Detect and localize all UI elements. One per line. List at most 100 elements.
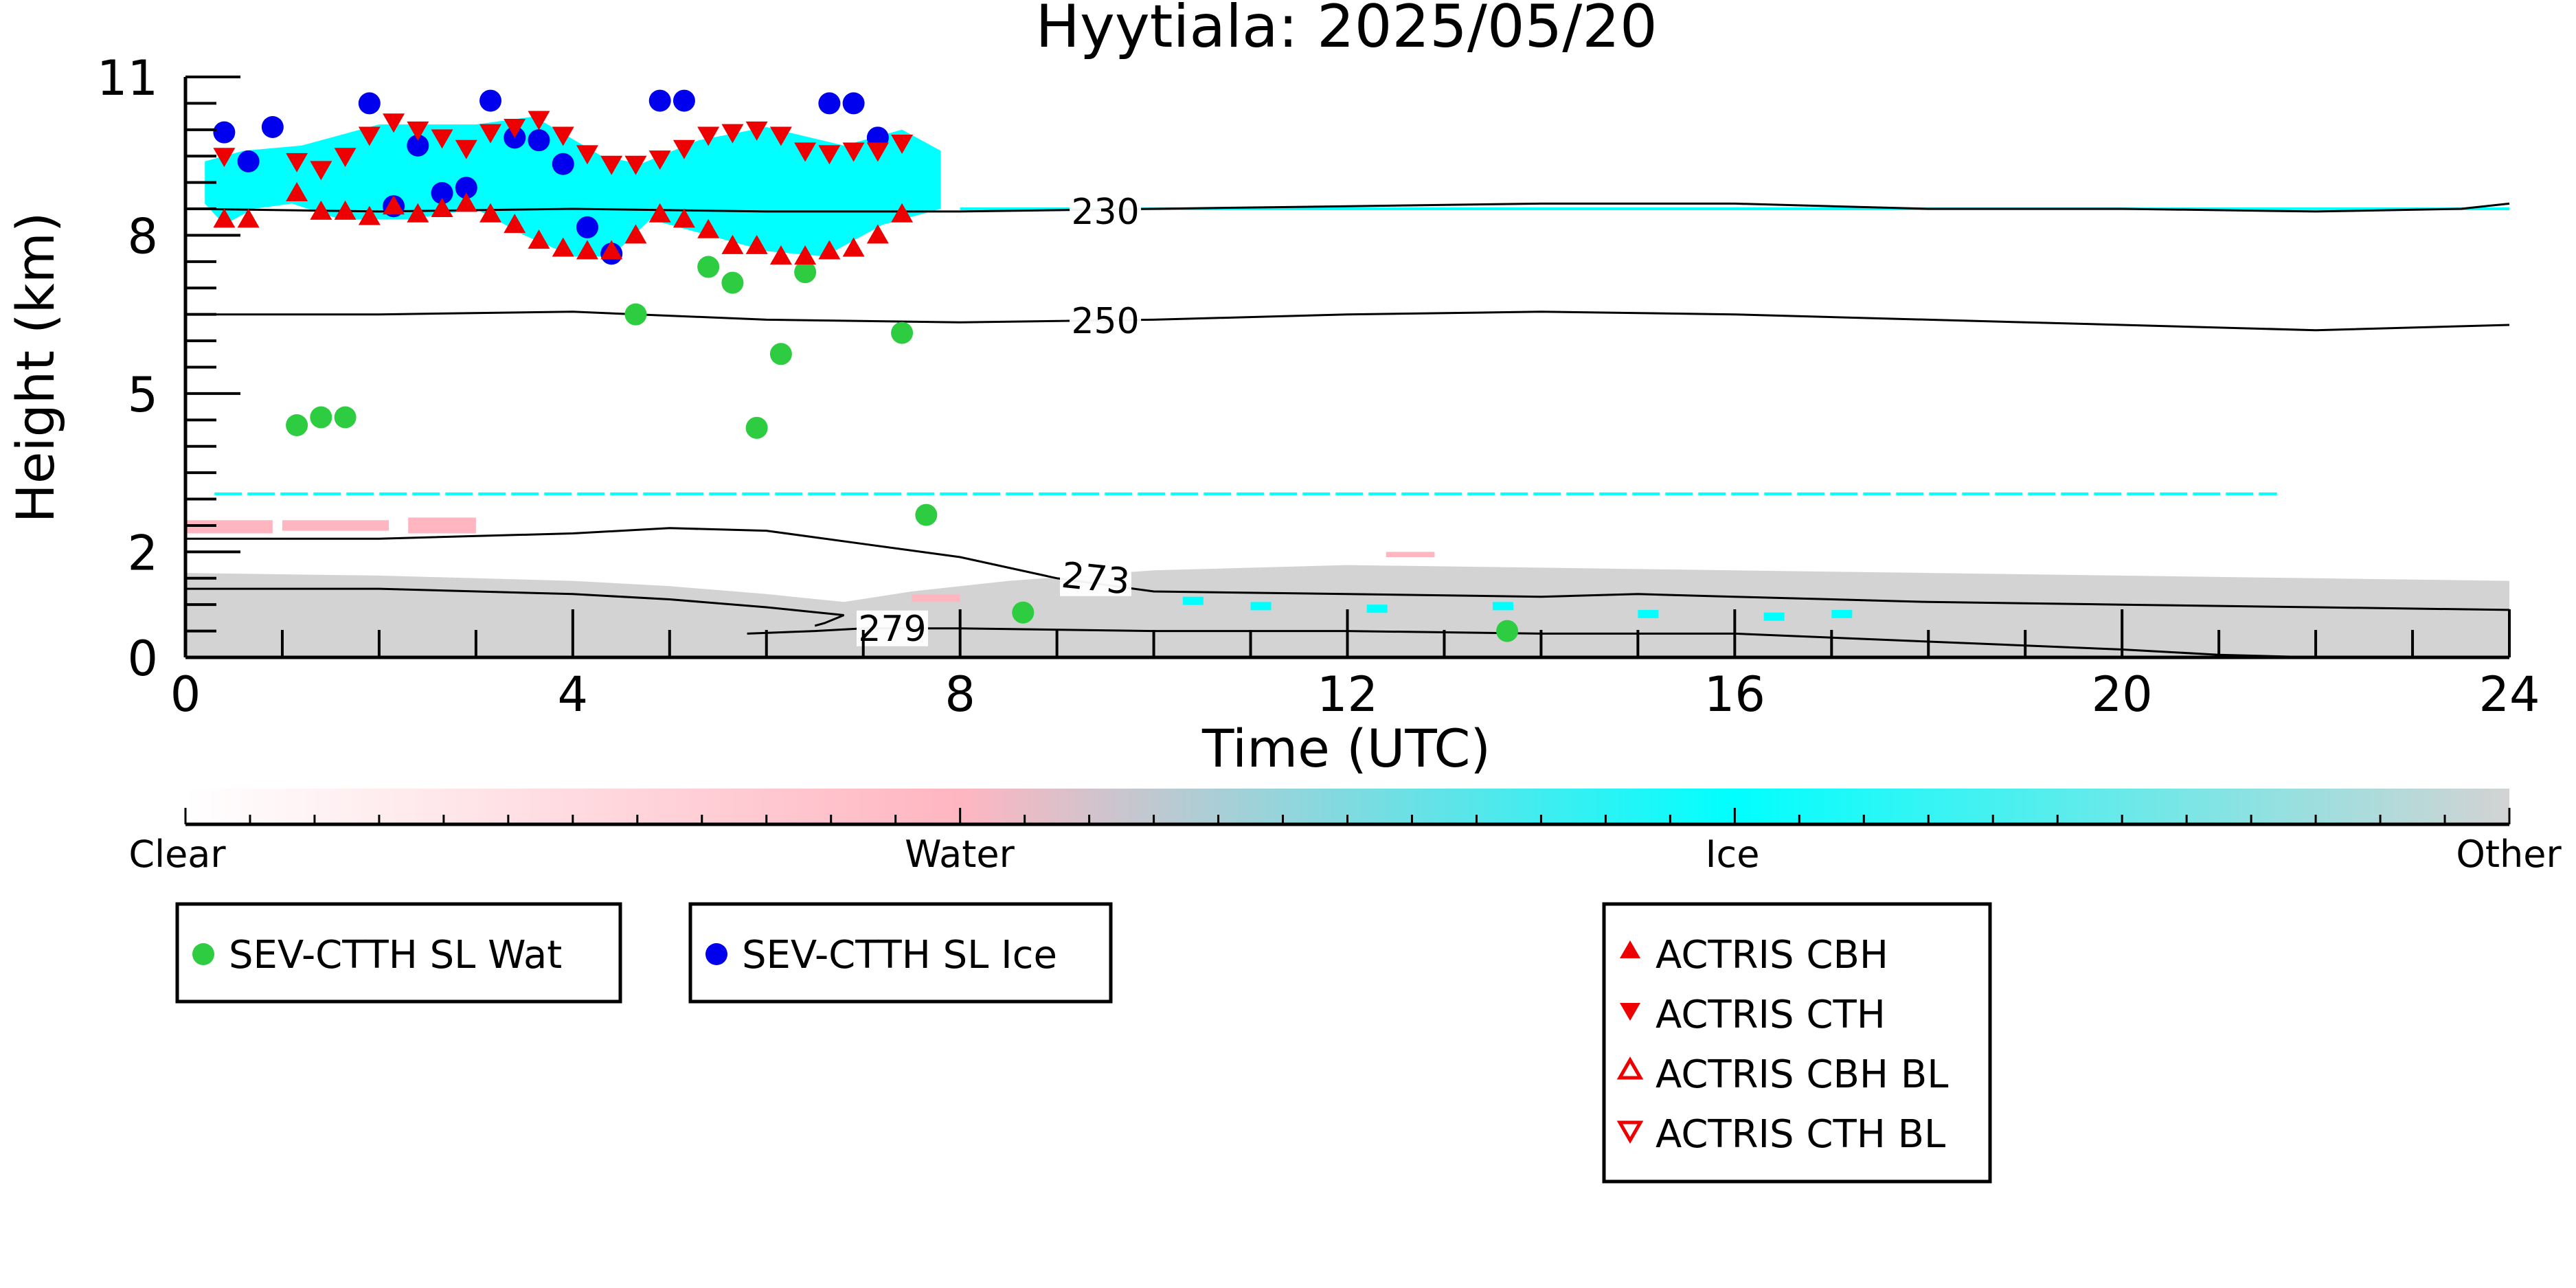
observation-markers	[213, 89, 1519, 642]
water-patch	[1386, 552, 1435, 558]
x-tick-label: 24	[2478, 666, 2540, 723]
marker-sev-ctth-sl-wat	[891, 321, 914, 344]
marker-actris-cth	[431, 129, 453, 149]
marker-actris-cbh	[310, 200, 332, 220]
marker-sev-ctth-sl-wat	[745, 416, 768, 439]
marker-sev-ctth-sl-wat	[286, 414, 308, 436]
marker-sev-ctth-sl-ice	[528, 129, 550, 152]
legend-label-actris-cbh-bl: ACTRIS CBH BL	[1656, 1052, 1948, 1097]
marker-sev-ctth-sl-wat	[624, 303, 647, 326]
colorbar-label-other: Other	[2456, 833, 2562, 876]
marker-actris-cbh	[383, 195, 405, 215]
water-patch	[912, 594, 960, 602]
marker-actris-cth	[334, 148, 357, 168]
contour-label: 279	[858, 609, 926, 650]
ice-fleck	[1492, 602, 1513, 611]
marker-actris-cbh	[745, 234, 768, 254]
contour-label-bg	[1070, 193, 1142, 229]
marker-actris-cth	[648, 150, 671, 170]
contour-line-273	[185, 527, 2510, 611]
marker-actris-cbh	[866, 224, 889, 244]
legend-box	[1602, 902, 1992, 1184]
water-patch	[282, 520, 389, 531]
y-tick-label: 8	[127, 208, 158, 264]
marker-sev-ctth-sl-wat	[721, 271, 744, 294]
marker-actris-cbh	[600, 240, 623, 260]
contour-line-273	[185, 587, 845, 627]
marker-actris-cth	[213, 148, 236, 168]
marker-actris-cbh	[842, 237, 865, 257]
y-ticks: 0 2 5 8 11	[97, 50, 240, 687]
marker-actris-cbh	[504, 214, 526, 234]
marker-sev-ctth-sl-ice	[261, 115, 284, 138]
marker-actris-cbh	[479, 203, 502, 223]
legend-box	[175, 902, 622, 1004]
marker-sev-ctth-sl-ice	[455, 177, 477, 199]
colorbar-label-ice: Ice	[1706, 833, 1760, 876]
x-tick-label: 20	[2092, 666, 2153, 723]
marker-actris-cth	[504, 118, 526, 138]
marker-actris-cbh	[648, 203, 671, 223]
marker-actris-cth	[842, 142, 865, 162]
x-axis-label: Time (UTC)	[1201, 718, 1491, 779]
ice-cloud	[205, 116, 941, 257]
marker-actris-cbh	[407, 203, 429, 223]
ice-fleck	[1831, 609, 1853, 618]
marker-sev-ctth-sl-ice	[552, 152, 574, 175]
marker-actris-cbh	[721, 234, 744, 254]
contour-label: 230	[1071, 192, 1139, 233]
ice-fleck	[1182, 596, 1204, 605]
legend-sev-wat: SEV-CTTH SL Wat	[175, 902, 622, 1004]
marker-actris-cth	[358, 126, 381, 146]
marker-actris-cbh	[818, 240, 841, 260]
contour-label-bg	[1070, 302, 1142, 339]
marker-sev-ctth-sl-ice	[358, 92, 381, 115]
marker-actris-cth	[600, 155, 623, 175]
contour-label: 273	[1059, 555, 1131, 603]
legend-label-actris-cbh: ACTRIS CBH	[1656, 933, 1888, 978]
x-tick-label: 16	[1704, 666, 1765, 723]
y-tick-label: 5	[127, 367, 158, 423]
legend-label-sev-wat: SEV-CTTH SL Wat	[229, 933, 562, 978]
marker-actris-cbh	[213, 208, 236, 228]
marker-actris-cbh	[673, 208, 695, 228]
temperature-contours: 230 250 273 279	[185, 192, 2510, 659]
marker-actris-cth	[818, 145, 841, 165]
marker-actris-cbh	[769, 245, 792, 265]
marker-sev-ctth-sl-ice	[576, 216, 598, 238]
chart-title: Hyytiala: 2025/05/20	[1035, 0, 1657, 61]
legend-marker-actris-cbh-bl	[1616, 1056, 1644, 1080]
legend-marker-actris-cbh	[1620, 940, 1640, 958]
ice-fleck	[1763, 612, 1785, 621]
marker-actris-cbh	[552, 237, 574, 257]
water-patch	[185, 520, 273, 534]
x-tick-label: 8	[945, 666, 975, 723]
marker-actris-cth	[891, 135, 914, 155]
marker-actris-cth	[310, 161, 332, 181]
water-patch	[408, 517, 476, 534]
marker-sev-ctth-sl-wat	[334, 406, 357, 429]
marker-sev-ctth-sl-ice	[479, 89, 502, 112]
marker-actris-cbh	[431, 198, 453, 218]
classification-field	[185, 116, 2509, 657]
y-tick-label: 0	[127, 631, 158, 687]
contour-line-250	[185, 310, 2510, 332]
legend-box	[688, 902, 1113, 1004]
ice-fleck	[1366, 605, 1388, 613]
y-axis-label: Height (km)	[5, 212, 66, 523]
marker-sev-ctth-sl-ice	[648, 89, 671, 112]
marker-sev-ctth-sl-wat	[1496, 620, 1519, 642]
marker-actris-cth	[697, 126, 720, 146]
marker-actris-cth	[528, 111, 550, 131]
marker-actris-cth	[407, 121, 429, 141]
marker-actris-cth	[794, 142, 817, 162]
colorbar-ticks	[184, 808, 2511, 824]
contour-label-bg	[1060, 560, 1132, 596]
marker-actris-cth	[866, 142, 889, 162]
marker-actris-cbh	[794, 245, 817, 265]
y-tick-label: 11	[97, 50, 158, 106]
marker-actris-cbh	[455, 192, 477, 212]
x-ticks: 0 4 8 12 16 20 24	[170, 609, 2540, 723]
legend-marker-actris-cth-bl	[1616, 1120, 1644, 1144]
